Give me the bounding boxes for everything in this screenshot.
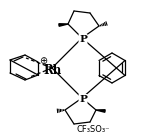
- Text: ⊕: ⊕: [39, 56, 47, 66]
- Polygon shape: [59, 24, 68, 26]
- Text: P: P: [79, 95, 87, 103]
- Polygon shape: [96, 110, 105, 112]
- Text: Rh: Rh: [44, 65, 62, 78]
- Text: P: P: [79, 35, 87, 44]
- Text: CF₃SO₃⁻: CF₃SO₃⁻: [76, 125, 110, 133]
